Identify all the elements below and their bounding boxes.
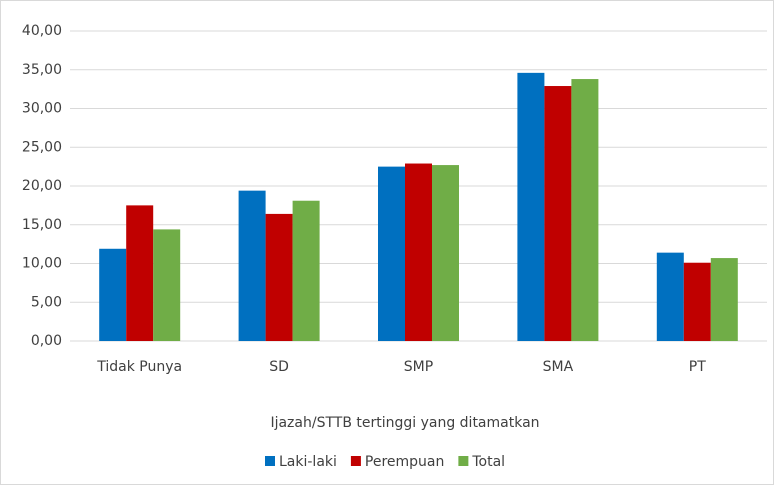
legend-label: Total xyxy=(471,454,505,470)
bar xyxy=(153,229,181,341)
y-tick-label: 35,00 xyxy=(22,62,62,78)
bar xyxy=(432,165,459,341)
legend-label: Laki-laki xyxy=(279,454,337,470)
bar xyxy=(99,248,127,341)
y-tick-label: 0,00 xyxy=(31,333,62,349)
bar xyxy=(683,262,711,341)
bar xyxy=(571,79,599,342)
x-tick-label: SD xyxy=(269,359,289,375)
x-tick-label: SMP xyxy=(404,359,433,375)
bar xyxy=(126,205,154,341)
legend-label: Perempuan xyxy=(365,454,444,470)
y-tick-label: 20,00 xyxy=(22,178,62,194)
x-axis-label: Ijazah/STTB tertinggi yang ditamatkan xyxy=(270,415,539,431)
legend-swatch xyxy=(350,456,361,466)
bar xyxy=(238,190,266,341)
y-tick-label: 40,00 xyxy=(22,23,62,39)
x-tick-label: Tidak Punya xyxy=(96,359,182,375)
bar xyxy=(710,258,738,341)
y-tick-label: 30,00 xyxy=(22,101,62,117)
x-tick-label: PT xyxy=(689,359,706,375)
y-tick-label: 15,00 xyxy=(22,217,62,233)
bar xyxy=(405,163,432,341)
y-tick-label: 10,00 xyxy=(22,256,62,272)
legend-swatch xyxy=(265,456,275,466)
y-tick-label: 5,00 xyxy=(31,294,62,310)
y-tick-label: 25,00 xyxy=(22,139,62,155)
bar xyxy=(378,166,405,341)
bar xyxy=(517,72,545,341)
legend-swatch xyxy=(458,456,469,466)
bar xyxy=(265,213,293,341)
x-tick-label: SMA xyxy=(543,359,574,375)
bar xyxy=(656,252,684,341)
bar xyxy=(292,200,320,341)
bar xyxy=(544,86,572,342)
